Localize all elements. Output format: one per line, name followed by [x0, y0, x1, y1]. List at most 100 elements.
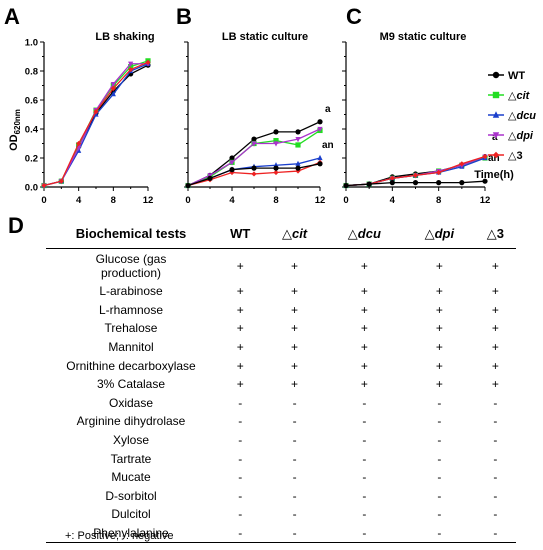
result-cell: - [292, 414, 297, 429]
result-cell: + [360, 321, 368, 336]
panel-d: D Biochemical tests WT △cit △dcu △dpi △3… [0, 205, 543, 550]
data-point [76, 140, 82, 147]
result-cell: + [491, 302, 499, 317]
test-name-line: Tartrate [110, 451, 152, 466]
data-point [128, 61, 134, 67]
result-cell: + [435, 358, 443, 373]
legend: WT △cit △dcu △dpi △3 [488, 70, 536, 162]
data-point [110, 81, 116, 88]
test-name: Phenylalanine [46, 523, 216, 544]
result-cell: + [360, 258, 368, 273]
result-cell: - [362, 507, 367, 522]
test-name: Mannitol [46, 338, 216, 357]
result-cell: - [474, 523, 516, 544]
result-cell: - [493, 395, 498, 410]
result-cell: + [360, 358, 368, 373]
gene-name: dpi [434, 225, 455, 241]
result-cell: - [362, 433, 367, 448]
data-point [251, 141, 257, 147]
result-cell: + [491, 258, 499, 273]
data-point [482, 153, 488, 160]
result-cell: - [493, 451, 498, 466]
result-cell: - [437, 451, 442, 466]
header-dcu: △dcu [324, 219, 405, 249]
result-cell: + [360, 284, 368, 299]
result-cell: - [437, 414, 442, 429]
series-line [43, 63, 149, 187]
y-tick-label: 0.0 [25, 183, 38, 194]
result-cell: - [493, 433, 498, 448]
table-row: L-rhamnose + + + + + [46, 301, 516, 320]
table-row: Glucose (gas production) + + + + + [46, 249, 516, 283]
result-cell: - [437, 433, 442, 448]
series-wt-low [185, 161, 323, 189]
result-cell: - [437, 507, 442, 522]
legend-marker [492, 71, 500, 79]
table-row: Arginine dihydrolase - - - - - [46, 412, 516, 431]
result-cell: - [238, 451, 243, 466]
test-name: Trehalose [46, 319, 216, 338]
test-name-line: L-arabinose [99, 284, 163, 299]
test-name: Xylose [46, 431, 216, 450]
header-dpi: △dpi [404, 219, 475, 249]
data-point [295, 137, 301, 143]
result-cell: + [491, 340, 499, 355]
data-point [251, 165, 257, 171]
result-cell: - [292, 433, 297, 448]
result-cell: + [435, 284, 443, 299]
x-tick-label: 0 [343, 195, 348, 205]
test-name-line: Phenylalanine [93, 526, 169, 541]
data-point [229, 160, 235, 166]
series-delta-dcu [41, 60, 151, 188]
data-point [41, 182, 47, 189]
delta-symbol: △ [281, 225, 292, 241]
test-name-line: Oxidase [108, 395, 154, 410]
table-row: Ornithine decarboxylase + + + + + [46, 356, 516, 375]
legend-marker [492, 91, 500, 99]
data-point [436, 169, 442, 176]
x-tick-label: 12 [315, 195, 326, 205]
data-point [343, 182, 349, 189]
header-cit: △cit [264, 219, 325, 249]
result-cell: + [360, 377, 368, 392]
data-point [295, 142, 301, 148]
result-cell: - [238, 433, 243, 448]
panel-d-letter: D [8, 213, 24, 238]
table-row: Oxidase - - - - - [46, 394, 516, 413]
x-tick-label: 0 [185, 195, 190, 205]
legend-label: △3 [508, 150, 523, 162]
data-point [412, 180, 419, 186]
data-point [229, 155, 235, 161]
strain-number: 3 [496, 225, 504, 241]
table-row: Trehalose + + + + + [46, 319, 516, 338]
test-name-line: 3% Catalase [96, 377, 166, 392]
result-cell: - [362, 395, 367, 410]
x-axis-label-time: Time(h) [474, 169, 514, 181]
result-cell: - [493, 414, 498, 429]
annotation-b-an: an [322, 140, 334, 151]
legend-item-cit: △cit [488, 90, 531, 102]
y-tick-label: 1.0 [25, 38, 38, 49]
table-row: Mucate - - - - - [46, 468, 516, 487]
data-point [273, 169, 279, 176]
data-point [412, 172, 419, 178]
result-cell: - [362, 414, 367, 429]
test-name: Mucate [46, 468, 216, 487]
growth-charts: A B C LB shaking LB static culture M9 st… [4, 4, 536, 205]
result-cell: - [238, 507, 243, 522]
series-line [43, 63, 148, 187]
data-point [366, 181, 372, 187]
result-cell: + [491, 358, 499, 373]
legend-label: △dcu [508, 110, 536, 122]
test-name: 3% Catalase [46, 375, 216, 394]
data-point [389, 180, 395, 186]
result-cell: + [291, 258, 299, 273]
result-cell: - [216, 523, 265, 544]
x-tick-label: 4 [229, 195, 235, 205]
result-cell: + [236, 284, 244, 299]
data-point [295, 129, 301, 135]
legend-label: △dpi [508, 130, 534, 142]
result-cell: - [362, 451, 367, 466]
result-cell: - [292, 470, 297, 485]
result-cell: - [238, 470, 243, 485]
